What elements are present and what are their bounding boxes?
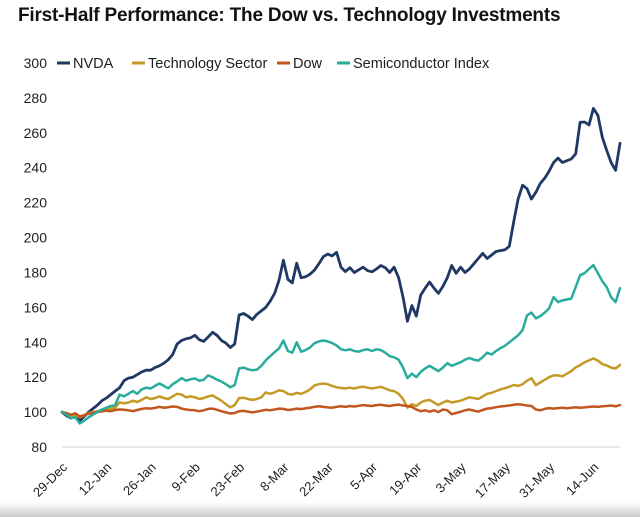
x-axis-tick-label-8-mar: 8-Mar (257, 459, 292, 494)
y-axis-tick-label-180: 180 (24, 264, 48, 280)
x-axis-tick-label-9-feb: 9-Feb (168, 460, 203, 495)
y-axis-tick-label-160: 160 (24, 299, 48, 315)
chart-title: First-Half Performance: The Dow vs. Tech… (18, 5, 561, 26)
x-axis-tick-label-23-feb: 23-Feb (208, 460, 248, 500)
legend-item-technology-sector: Technology Sector (132, 56, 267, 72)
x-axis-tick-label-29-dec: 29-Dec (30, 459, 71, 500)
y-axis-tick-label-120: 120 (24, 369, 48, 385)
x-axis-tick-label-5-apr: 5-Apr (347, 459, 381, 493)
y-axis-tick-label-100: 100 (24, 404, 48, 420)
legend-label-technology-sector: Technology Sector (148, 56, 267, 72)
x-axis-tick-label-19-apr: 19-Apr (386, 459, 425, 498)
y-axis-tick-label-220: 220 (24, 195, 48, 211)
x-axis-tick-label-26-jan: 26-Jan (120, 460, 159, 499)
legend-label-semiconductor-index: Semiconductor Index (353, 56, 490, 72)
y-axis-tick-label-80: 80 (31, 439, 47, 455)
legend-label-dow: Dow (293, 56, 323, 72)
series-line-dow (60, 402, 622, 418)
x-axis-tick-label-22-mar: 22-Mar (296, 459, 336, 499)
series-line-semiconductor-index (60, 263, 622, 425)
x-axis-tick-label-14-jun: 14-Jun (563, 460, 602, 499)
y-axis-tick-label-260: 260 (24, 125, 48, 141)
legend-item-dow: Dow (277, 56, 323, 72)
series-line-technology-sector (60, 357, 622, 419)
series-line-nvda (60, 107, 622, 423)
x-axis-tick-label-12-jan: 12-Jan (76, 460, 115, 499)
legend-item-semiconductor-index: Semiconductor Index (337, 56, 490, 72)
y-axis-tick-label-200: 200 (24, 230, 48, 246)
y-axis-tick-label-140: 140 (24, 334, 48, 350)
y-axis-tick-label-280: 280 (24, 90, 48, 106)
x-axis-tick-label-3-may: 3-May (433, 459, 469, 495)
x-axis-tick-label-31-may: 31-May (516, 459, 558, 501)
legend-label-nvda: NVDA (73, 56, 114, 72)
legend-item-nvda: NVDA (57, 56, 114, 72)
y-axis-tick-label-240: 240 (24, 160, 48, 176)
x-axis-tick-label-17-may: 17-May (472, 459, 514, 501)
y-axis-tick-label-300: 300 (24, 55, 48, 71)
